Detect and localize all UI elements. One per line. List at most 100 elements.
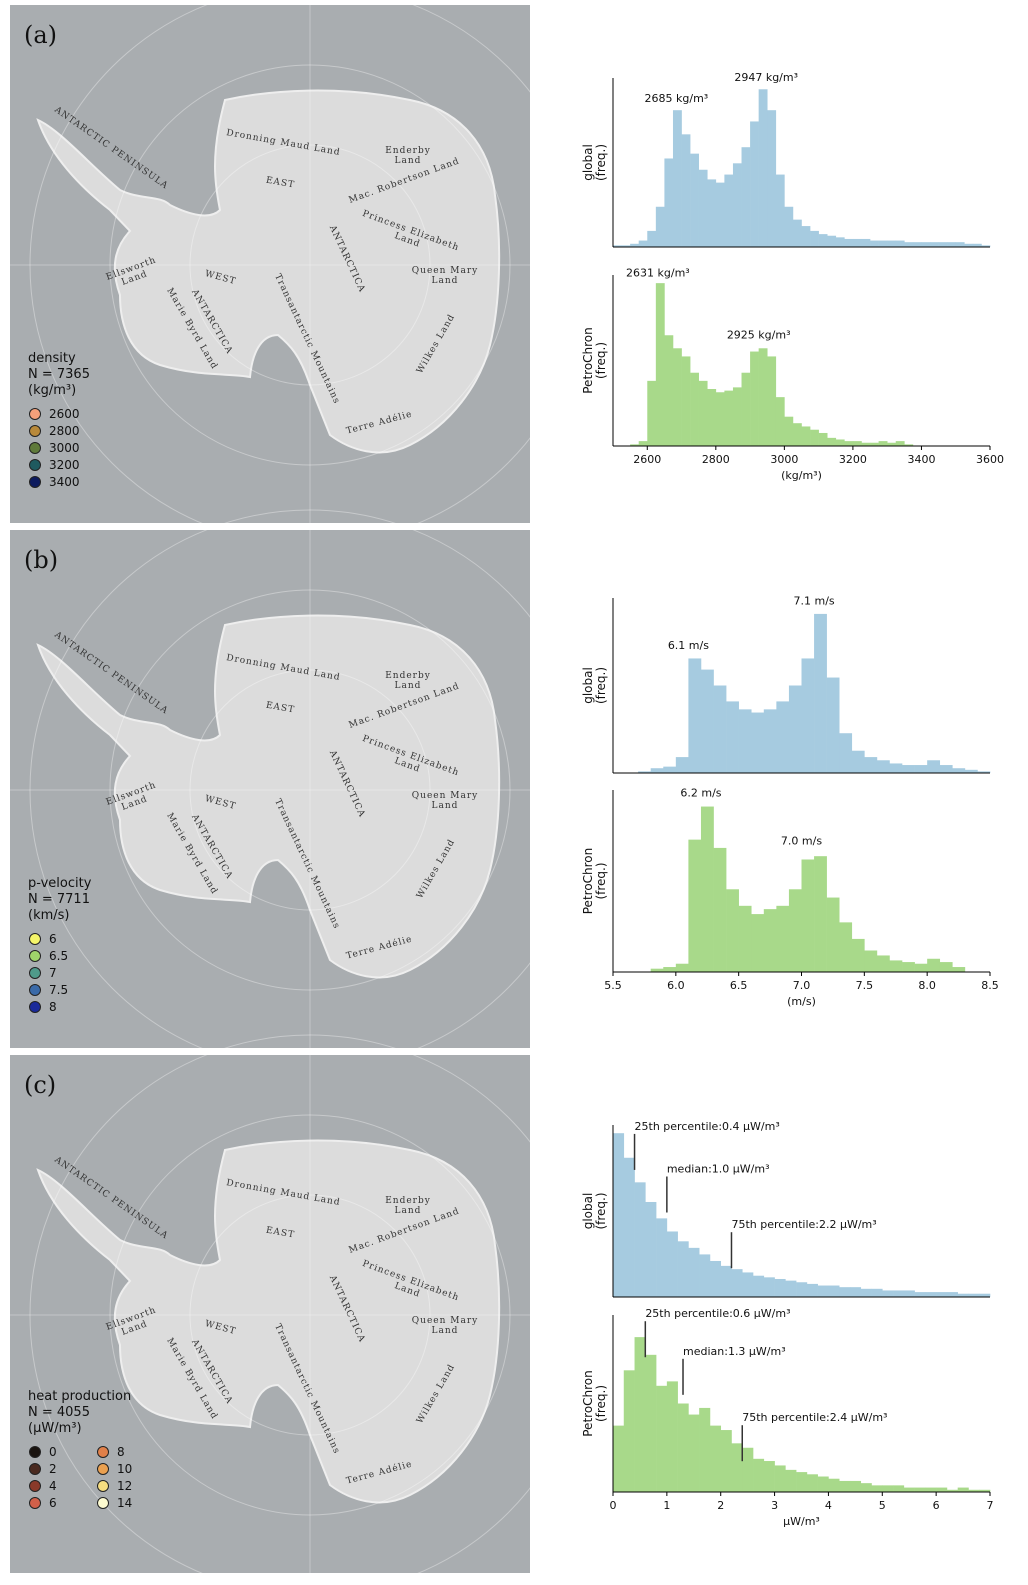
- histogram-bar: [714, 686, 727, 774]
- histogram-bar: [613, 1426, 624, 1492]
- annotation: 7.1 m/s: [793, 594, 834, 607]
- y-axis-label: (freq.): [594, 1385, 608, 1422]
- annotation: 6.1 m/s: [668, 639, 709, 652]
- y-axis-label: global: [581, 667, 595, 704]
- legend-label: 8: [49, 1000, 57, 1014]
- legend-label: 0: [49, 1445, 57, 1459]
- x-tick-label: 8.5: [981, 979, 999, 992]
- legend-title: (kg/m³): [28, 383, 76, 398]
- map-panel: (b)ANTARCTIC PENINSULADronning Maud Land…: [10, 510, 590, 1070]
- place-label-line: Queen Mary: [412, 266, 478, 276]
- histogram-bar: [915, 964, 928, 972]
- legend-label: 6: [49, 932, 57, 946]
- x-tick-label: 3: [771, 1499, 778, 1512]
- y-axis-label: PetroChron: [581, 327, 595, 394]
- histogram-bar: [850, 1287, 861, 1297]
- legend-title: (km/s): [28, 908, 70, 923]
- histogram-bar: [707, 179, 716, 247]
- histogram-bar: [827, 898, 840, 972]
- place-label-line: Queen Mary: [412, 791, 478, 801]
- y-axis-label: (freq.): [594, 144, 608, 181]
- histogram-bar: [721, 1266, 732, 1297]
- histogram-bar: [930, 242, 939, 247]
- panel-label: (b): [24, 546, 58, 574]
- x-tick-label: 3400: [907, 453, 935, 466]
- x-tick-label: 2800: [702, 453, 730, 466]
- histogram-bar: [958, 1488, 969, 1492]
- histogram-bar: [904, 242, 913, 247]
- legend-marker: [30, 426, 41, 437]
- map-panel: (a)ANTARCTIC PENINSULADronning Maud Land…: [10, 0, 590, 545]
- x-tick-label: 3200: [839, 453, 867, 466]
- histogram-bar: [896, 441, 905, 446]
- histogram-bar: [688, 840, 701, 972]
- histogram-bar: [861, 239, 870, 247]
- histogram-bar: [742, 147, 751, 247]
- histogram-bar: [861, 1483, 872, 1492]
- legend-label: 8: [117, 1445, 125, 1459]
- histogram-bar: [733, 163, 742, 247]
- place-label-line: Land: [395, 681, 422, 691]
- histogram-bar: [750, 121, 759, 247]
- legend-marker: [30, 1464, 41, 1475]
- histogram-bar: [793, 423, 802, 446]
- histogram-bar: [673, 110, 682, 247]
- y-axis-label: (freq.): [594, 1192, 608, 1229]
- figure: (a)ANTARCTIC PENINSULADronning Maud Land…: [0, 0, 1028, 1581]
- histogram-bar: [759, 89, 768, 247]
- histogram-bar: [710, 1426, 721, 1492]
- histogram-bar: [793, 220, 802, 247]
- histogram-bar: [742, 373, 751, 446]
- histogram-bar: [710, 1261, 721, 1297]
- histogram-bar: [764, 909, 777, 972]
- histogram-bar: [877, 760, 890, 773]
- x-axis-label: (kg/m³): [781, 469, 822, 482]
- histogram-bar: [872, 1289, 883, 1297]
- histogram-bar: [802, 859, 815, 972]
- panel-label: (c): [24, 1071, 56, 1099]
- histogram-bar: [828, 1479, 839, 1492]
- histogram-bar: [707, 389, 716, 446]
- histogram-bar: [775, 1465, 786, 1492]
- histogram-bar: [819, 234, 828, 247]
- histogram-bar: [656, 283, 665, 446]
- histogram-bar: [902, 962, 915, 972]
- histogram-bar: [750, 352, 759, 446]
- legend-label: 12: [117, 1479, 132, 1493]
- histogram-bar: [796, 1282, 807, 1297]
- histogram-bar: [828, 1286, 839, 1297]
- histogram-bar: [776, 701, 789, 773]
- legend-marker: [98, 1498, 109, 1509]
- x-axis-label: (m/s): [787, 995, 816, 1008]
- histogram-bar: [656, 1218, 667, 1297]
- histogram-bar: [896, 241, 905, 247]
- histogram-bar: [940, 962, 953, 972]
- place-label-line: Queen Mary: [412, 1316, 478, 1326]
- histogram-bar: [726, 701, 739, 773]
- histogram-bar: [915, 1488, 926, 1492]
- histogram-bar: [810, 231, 819, 247]
- place-label-line: Land: [395, 1206, 422, 1216]
- histogram-bar: [776, 397, 785, 446]
- histogram-bar: [807, 1474, 818, 1492]
- annotation: 2685 kg/m³: [645, 92, 709, 105]
- histogram-bar: [814, 856, 827, 972]
- histogram-bar: [759, 348, 768, 446]
- histogram-bar: [785, 1281, 796, 1297]
- histogram-bar: [947, 242, 956, 247]
- histogram-bar: [827, 678, 840, 773]
- histogram-bar: [952, 768, 965, 773]
- histogram-bar: [701, 670, 714, 773]
- histogram-bar: [776, 175, 785, 247]
- x-tick-label: 6: [933, 1499, 940, 1512]
- histogram-bar: [839, 733, 852, 773]
- legend-label: 14: [117, 1496, 132, 1510]
- histogram-bar: [721, 1430, 732, 1492]
- histogram-bar: [818, 1477, 829, 1492]
- histogram-bar: [656, 207, 665, 247]
- legend-label: 7: [49, 966, 57, 980]
- histogram-bar: [956, 242, 965, 247]
- y-axis-label: global: [581, 1193, 595, 1230]
- histogram-bar: [889, 960, 902, 972]
- legend-marker: [30, 1498, 41, 1509]
